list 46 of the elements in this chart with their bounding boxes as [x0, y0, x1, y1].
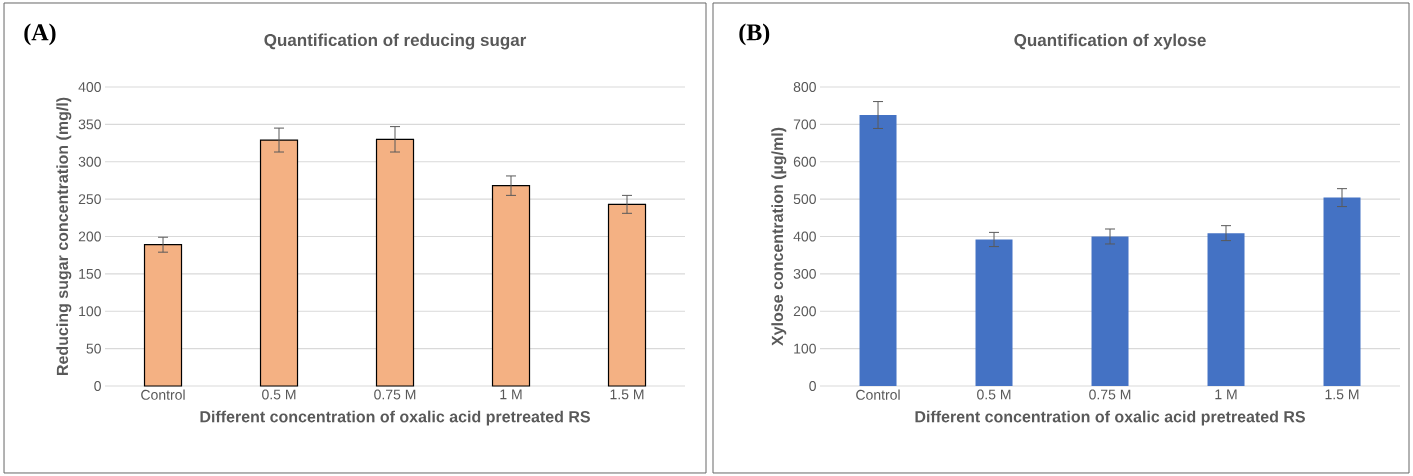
y-tick-label: 200 — [793, 306, 816, 317]
y-tick-label: 800 — [793, 82, 816, 92]
bar — [143, 244, 183, 387]
y-tick-label: 350 — [78, 119, 101, 130]
y-axis-title: Xylose concentration (µg/ml) — [771, 127, 787, 346]
y-tick-label: 0 — [94, 381, 101, 391]
bar — [1091, 236, 1129, 386]
x-tick-label: 1.5 M — [610, 389, 644, 400]
x-tick-label: 1 M — [1215, 389, 1237, 400]
x-axis-title: Different concentration of oxalic acid pretreated RS — [915, 410, 1305, 426]
x-tick-label: Control — [856, 389, 900, 400]
x-tick-label: 1.5 M — [1325, 389, 1359, 400]
y-tick-label: 100 — [794, 343, 816, 354]
x-tick-label: 1 M — [500, 389, 522, 400]
y-axis-title: Reducing sugar concentration (mg/l) — [56, 97, 72, 375]
y-tick-label: 400 — [793, 231, 816, 242]
y-tick-label: 50 — [86, 343, 101, 354]
y-tick-label: 100 — [79, 306, 101, 317]
y-tick-label: 600 — [793, 156, 816, 167]
bar — [491, 185, 531, 387]
bar — [975, 239, 1013, 386]
y-tick-label: 300 — [793, 268, 816, 279]
x-tick-label: 0.5 M — [977, 389, 1011, 400]
x-tick-label: 0.75 M — [1089, 389, 1131, 400]
y-tick-label: 250 — [78, 194, 101, 205]
bar — [607, 203, 647, 387]
y-tick-label: 200 — [78, 231, 101, 242]
chart-title: Quantification of reducing sugar — [264, 33, 527, 50]
x-tick-label: 0.5 M — [262, 389, 296, 400]
y-tick-label: 500 — [793, 194, 816, 205]
x-axis-title: Different concentration of oxalic acid pretreated RS — [200, 410, 590, 426]
chart-title: Quantification of xylose — [1014, 33, 1206, 50]
bar — [375, 138, 415, 387]
text: (B) — [739, 23, 770, 46]
y-tick-label: 700 — [793, 119, 816, 130]
y-tick-label: 300 — [78, 156, 101, 167]
y-tick-label: 0 — [809, 381, 816, 391]
bar — [1323, 197, 1361, 386]
y-tick-label: 400 — [78, 82, 101, 92]
bar — [859, 115, 897, 386]
x-tick-label: Control — [141, 389, 185, 400]
text: (A) — [24, 23, 56, 46]
bar — [259, 139, 299, 387]
y-tick-label: 150 — [79, 268, 101, 279]
bar — [1207, 233, 1245, 386]
x-tick-label: 0.75 M — [374, 389, 416, 400]
